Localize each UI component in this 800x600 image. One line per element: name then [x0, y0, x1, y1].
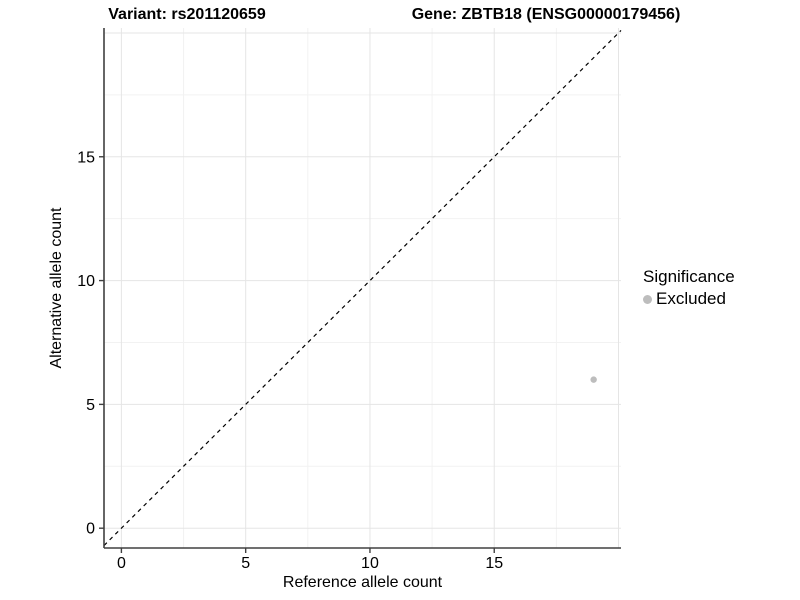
grid-minor-lines — [104, 28, 621, 548]
data-points — [590, 376, 597, 383]
x-tick-label: 10 — [361, 555, 379, 572]
x-tick-label: 15 — [485, 555, 503, 572]
y-tick-label: 15 — [77, 149, 95, 166]
grid-major-lines — [104, 28, 621, 548]
x-tick-labels: 0 5 10 15 — [117, 555, 503, 572]
y-tick-label: 0 — [86, 521, 95, 538]
x-tick-label: 5 — [241, 555, 250, 572]
plot-title-variant: Variant: rs201120659 — [108, 6, 266, 23]
x-tick-label: 0 — [117, 555, 126, 572]
legend-title: Significance — [643, 267, 735, 286]
legend-item-label: Excluded — [656, 289, 726, 308]
x-axis-title: Reference allele count — [282, 574, 443, 591]
legend: Significance Excluded — [643, 266, 735, 310]
y-tick-label: 10 — [77, 273, 95, 290]
legend-item-excluded: Excluded — [643, 288, 735, 310]
y-axis-title: Alternative allele count — [48, 207, 65, 369]
axis-tick-marks — [99, 156, 495, 553]
y-tick-label: 5 — [86, 397, 95, 414]
identity-dashed-line — [103, 30, 622, 546]
plot-title-gene: Gene: ZBTB18 (ENSG00000179456) — [411, 6, 681, 23]
y-tick-labels: 0 5 10 15 — [77, 149, 95, 537]
axis-lines — [103, 28, 621, 549]
legend-key-dot-icon — [643, 294, 652, 304]
data-point — [590, 376, 597, 383]
